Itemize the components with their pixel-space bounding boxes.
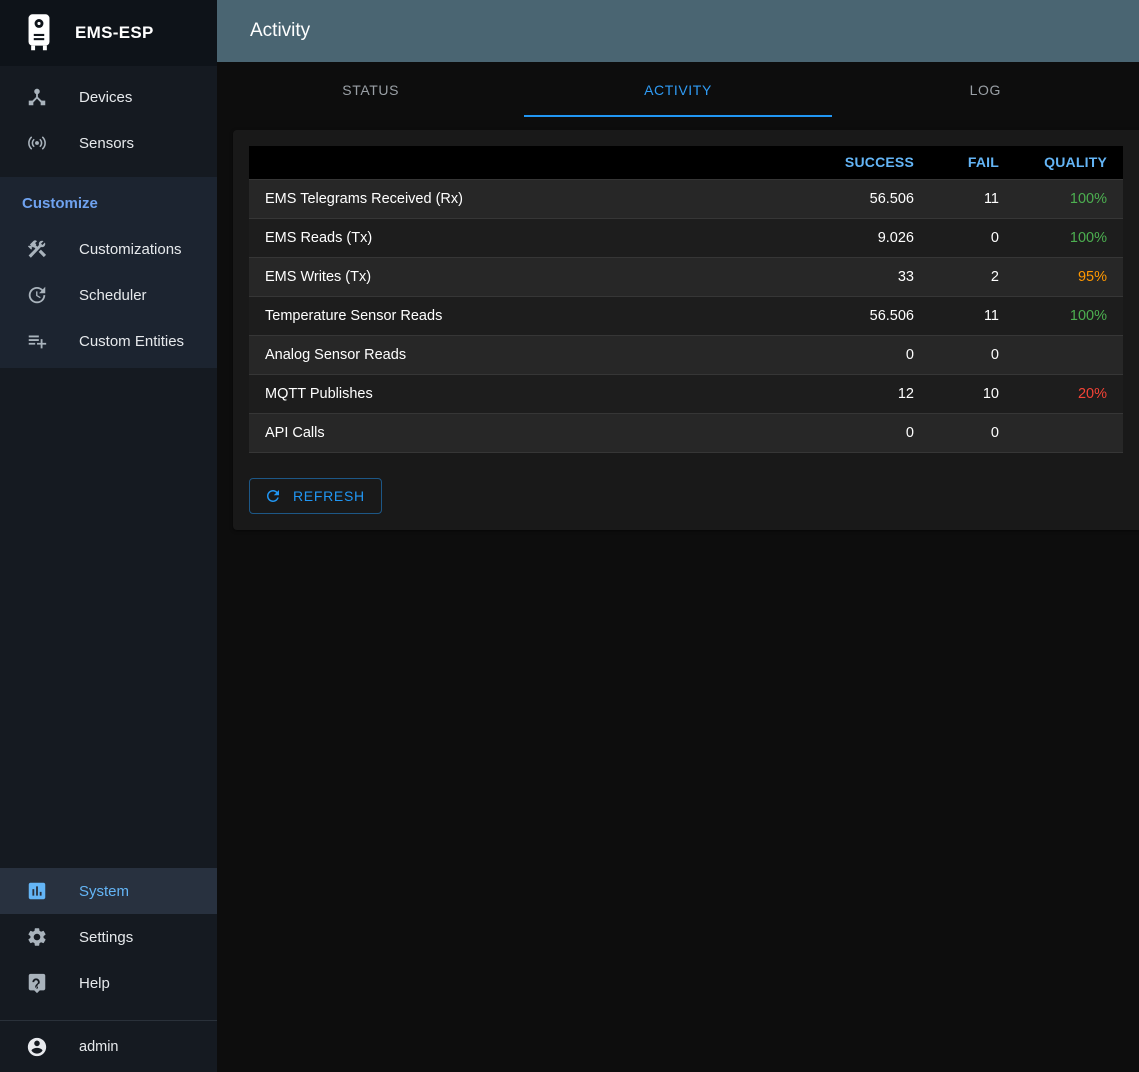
activity-panel: SUCCESS FAIL QUALITY EMS Telegrams Recei…	[233, 130, 1139, 530]
row-label: Temperature Sensor Reads	[249, 296, 810, 336]
sidebar-item-help[interactable]: Help	[0, 960, 217, 1006]
row-label: API Calls	[249, 413, 810, 453]
success-value: 56.506	[810, 178, 930, 219]
header-fail: FAIL	[930, 146, 1015, 179]
sidebar-item-sensors[interactable]: Sensors	[0, 120, 217, 166]
success-value: 12	[810, 374, 930, 414]
sidebar-item-label: Help	[79, 974, 110, 992]
row-label: EMS Telegrams Received (Rx)	[249, 178, 810, 219]
success-value: 0	[810, 413, 930, 453]
sidebar-nav-bottom: System Settings Help	[0, 868, 217, 1006]
sidebar-item-customizations[interactable]: Customizations	[0, 226, 217, 272]
success-value: 0	[810, 335, 930, 375]
fail-value: 0	[930, 218, 1015, 258]
sidebar-item-custom-entities[interactable]: Custom Entities	[0, 318, 217, 364]
refresh-icon	[264, 487, 282, 505]
fail-value: 2	[930, 257, 1015, 297]
sidebar-item-label: Custom Entities	[79, 332, 185, 350]
ems-esp-logo-icon	[22, 14, 56, 52]
sidebar-header: EMS-ESP	[0, 0, 217, 66]
fail-value: 0	[930, 335, 1015, 375]
table-row: API Calls 0 0	[249, 413, 1123, 453]
table-row: EMS Writes (Tx) 33 2 95%	[249, 257, 1123, 297]
app-bar: Activity	[217, 0, 1139, 62]
sidebar-footer: admin	[0, 1020, 217, 1072]
sidebar-customize-section: Customize Customizations Scheduler Custo…	[0, 177, 217, 368]
activity-table: SUCCESS FAIL QUALITY EMS Telegrams Recei…	[249, 146, 1123, 453]
header-metric	[249, 146, 810, 179]
quality-value: 100%	[1015, 296, 1123, 336]
sensors-icon	[25, 131, 49, 155]
sidebar-item-settings[interactable]: Settings	[0, 914, 217, 960]
sidebar-item-system[interactable]: System	[0, 868, 217, 914]
page-title: Activity	[250, 20, 311, 41]
table-row: Analog Sensor Reads 0 0	[249, 335, 1123, 375]
sidebar-item-label: Scheduler	[79, 286, 147, 304]
success-value: 9.026	[810, 218, 930, 258]
fail-value: 11	[930, 178, 1015, 219]
sidebar: EMS-ESP Devices Se	[0, 0, 217, 1072]
tab-bar: STATUS ACTIVITY LOG	[217, 62, 1139, 117]
gear-icon	[25, 925, 49, 949]
device-hub-icon	[25, 85, 49, 109]
sidebar-spacer	[0, 368, 217, 868]
main-area: Activity STATUS ACTIVITY LOG SUCCESS FAI…	[217, 0, 1139, 1072]
table-row: EMS Telegrams Received (Rx) 56.506 11 10…	[249, 178, 1123, 219]
quality-value: 100%	[1015, 218, 1123, 258]
row-label: Analog Sensor Reads	[249, 335, 810, 375]
row-label: EMS Writes (Tx)	[249, 257, 810, 297]
quality-value	[1015, 335, 1123, 375]
account-circle-icon	[25, 1035, 49, 1059]
success-value: 56.506	[810, 296, 930, 336]
app-name: EMS-ESP	[75, 23, 154, 42]
tab-status[interactable]: STATUS	[342, 81, 400, 98]
sidebar-item-label: Settings	[79, 928, 134, 946]
playlist-add-icon	[25, 329, 49, 353]
fail-value: 11	[930, 296, 1015, 336]
assessment-icon	[25, 879, 49, 903]
quality-value: 20%	[1015, 374, 1123, 414]
sidebar-item-label: Sensors	[79, 134, 135, 152]
sidebar-item-scheduler[interactable]: Scheduler	[0, 272, 217, 318]
fail-value: 10	[930, 374, 1015, 414]
fail-value: 0	[930, 413, 1015, 453]
header-success: SUCCESS	[810, 146, 930, 179]
user-name: admin	[79, 1038, 119, 1055]
refresh-button[interactable]: REFRESH	[249, 477, 382, 514]
table-header-row: SUCCESS FAIL QUALITY	[249, 146, 1123, 179]
refresh-button-label: REFRESH	[293, 487, 365, 504]
row-label: EMS Reads (Tx)	[249, 218, 810, 258]
quality-value: 95%	[1015, 257, 1123, 297]
quality-value	[1015, 413, 1123, 453]
header-quality: QUALITY	[1015, 146, 1123, 179]
construction-icon	[25, 237, 49, 261]
sidebar-nav-main: Devices Sensors	[0, 66, 217, 166]
customize-section-header: Customize	[22, 195, 98, 212]
sidebar-item-label: Devices	[79, 88, 133, 106]
sidebar-item-label: System	[79, 882, 130, 900]
quality-value: 100%	[1015, 178, 1123, 219]
table-row: EMS Reads (Tx) 9.026 0 100%	[249, 218, 1123, 258]
tab-activity[interactable]: ACTIVITY	[524, 62, 832, 117]
sidebar-item-label: Customizations	[79, 240, 182, 258]
table-row: Temperature Sensor Reads 56.506 11 100%	[249, 296, 1123, 336]
help-icon	[25, 971, 49, 995]
user-menu[interactable]: admin	[0, 1021, 217, 1072]
sidebar-item-devices[interactable]: Devices	[0, 74, 217, 120]
tab-log[interactable]: LOG	[969, 81, 1001, 98]
row-label: MQTT Publishes	[249, 374, 810, 414]
table-row: MQTT Publishes 12 10 20%	[249, 374, 1123, 414]
schedule-update-icon	[25, 283, 49, 307]
success-value: 33	[810, 257, 930, 297]
